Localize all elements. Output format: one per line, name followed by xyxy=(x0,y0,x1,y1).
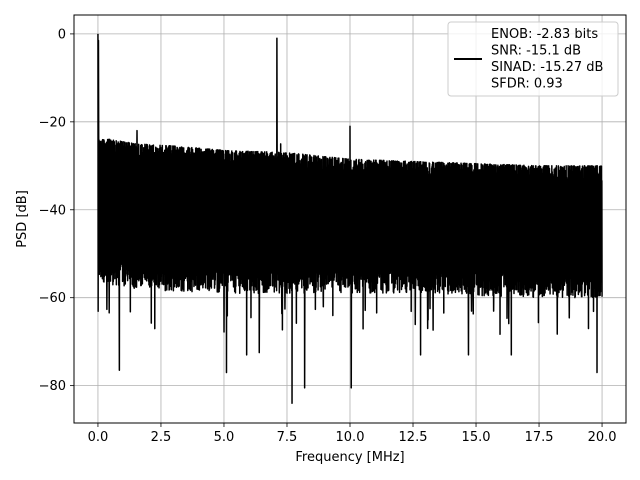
x-tick-label: 15.0 xyxy=(462,430,491,445)
y-axis-ticks: 0 −20 −40 −60 −80 xyxy=(39,27,74,394)
psd-series-line xyxy=(97,33,603,404)
x-tick-label: 10.0 xyxy=(336,430,365,445)
y-tick-label: −20 xyxy=(39,115,66,130)
y-tick-label: −40 xyxy=(39,203,66,218)
legend-enob: ENOB: -2.83 bits xyxy=(491,27,598,42)
x-tick-label: 0.0 xyxy=(88,430,109,445)
legend-box xyxy=(447,21,619,97)
legend-sinad: SINAD: -15.27 dB xyxy=(491,60,603,75)
x-axis-label: Frequency [MHz] xyxy=(295,450,404,465)
y-tick-label: −80 xyxy=(39,379,66,394)
legend-snr: SNR: -15.1 dB xyxy=(491,44,581,59)
y-tick-label: 0 xyxy=(58,27,66,42)
x-tick-label: 20.0 xyxy=(588,430,617,445)
x-tick-label: 2.5 xyxy=(151,430,172,445)
x-tick-label: 5.0 xyxy=(214,430,235,445)
x-tick-label: 7.5 xyxy=(277,430,298,445)
legend: ENOB: -2.83 bits SNR: -15.1 dB SINAD: -1… xyxy=(447,21,619,97)
x-axis-ticks: 0.0 2.5 5.0 7.5 10.0 12.5 15.0 17.5 20.0 xyxy=(88,423,617,445)
plot-area xyxy=(97,33,603,404)
y-tick-label: −60 xyxy=(39,291,66,306)
y-axis-label: PSD [dB] xyxy=(15,190,30,248)
x-tick-label: 17.5 xyxy=(525,430,554,445)
x-tick-label: 12.5 xyxy=(399,430,428,445)
legend-sfdr: SFDR: 0.93 xyxy=(491,77,563,92)
